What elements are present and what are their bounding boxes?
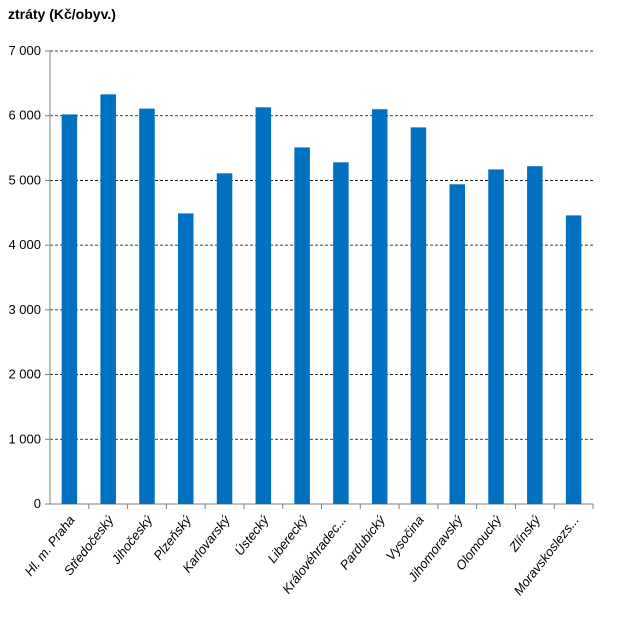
x-tick-label: Ústecký [231, 511, 272, 558]
bar [410, 127, 427, 504]
bar [488, 169, 504, 505]
x-tick-label: Jihočeský [108, 511, 157, 567]
bar [371, 109, 388, 504]
bar [255, 107, 272, 505]
y-tick-label: 0 [34, 496, 41, 511]
bar [61, 114, 78, 505]
bar [216, 173, 233, 504]
bar [333, 162, 349, 504]
y-tick-label: 3 000 [8, 302, 41, 317]
y-tick-label: 2 000 [8, 367, 41, 382]
y-tick-label: 7 000 [8, 43, 41, 58]
bar [565, 215, 582, 505]
y-tick-label: 6 000 [8, 108, 41, 123]
y-axis-label: ztráty (Kč/obyv.) [8, 6, 116, 22]
bar [177, 213, 194, 504]
y-tick-label: 5 000 [8, 172, 41, 187]
y-tick-label: 4 000 [8, 237, 41, 252]
bar [100, 94, 116, 504]
bar [527, 166, 543, 505]
bar [294, 147, 310, 504]
x-tick-label: Zlínský [505, 511, 544, 555]
bar [139, 108, 155, 505]
y-tick-label: 1 000 [8, 431, 41, 446]
bar [449, 184, 466, 504]
